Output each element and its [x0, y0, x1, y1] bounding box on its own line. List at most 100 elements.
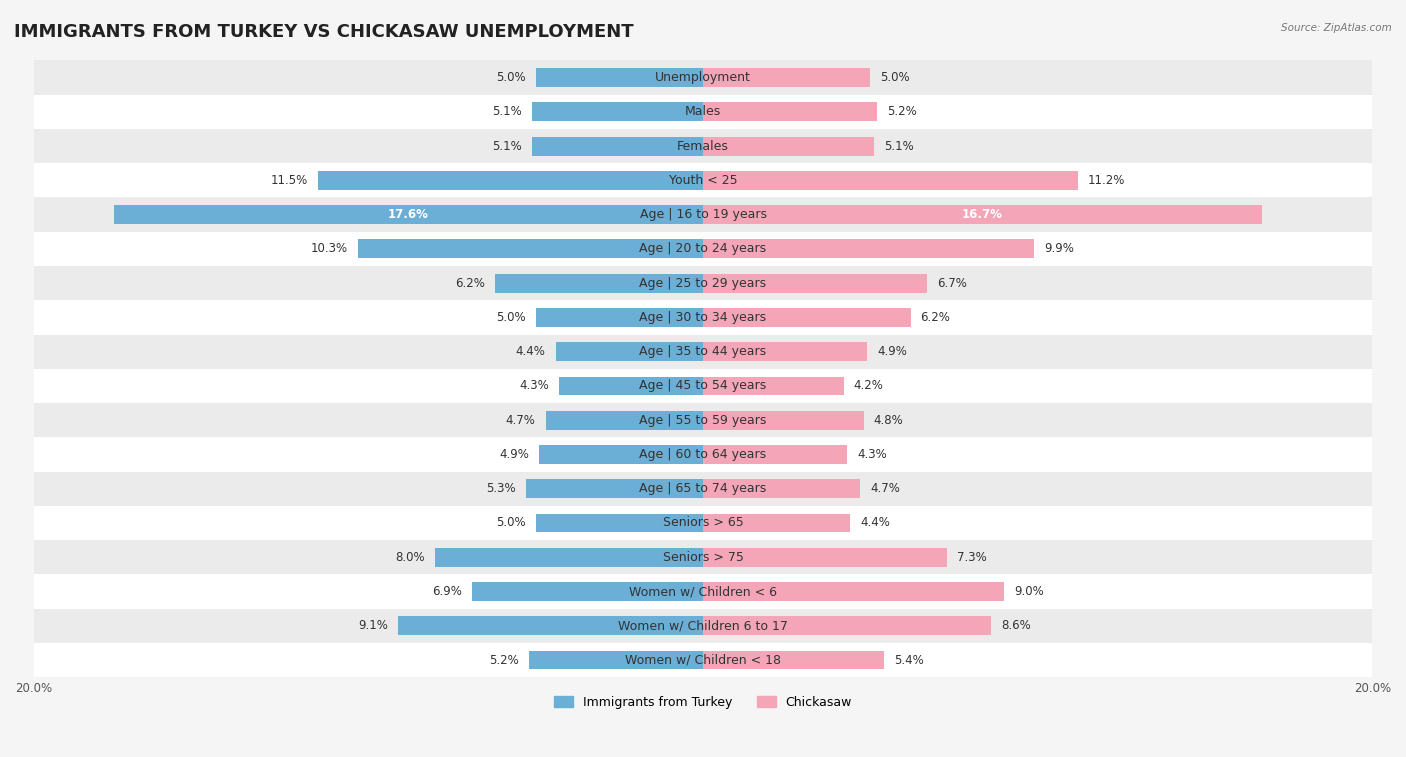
Bar: [34, 609, 1372, 643]
Bar: [495, 274, 703, 292]
Legend: Immigrants from Turkey, Chickasaw: Immigrants from Turkey, Chickasaw: [548, 691, 858, 714]
Text: 5.2%: 5.2%: [887, 105, 917, 118]
Bar: [34, 198, 1372, 232]
Bar: [703, 548, 948, 567]
Bar: [703, 479, 860, 498]
Text: Age | 65 to 74 years: Age | 65 to 74 years: [640, 482, 766, 495]
Text: Unemployment: Unemployment: [655, 71, 751, 84]
Text: 16.7%: 16.7%: [962, 208, 1002, 221]
Text: 5.1%: 5.1%: [492, 139, 522, 153]
Bar: [703, 171, 1078, 190]
Text: 9.1%: 9.1%: [359, 619, 388, 632]
Text: 4.8%: 4.8%: [873, 413, 904, 427]
Text: IMMIGRANTS FROM TURKEY VS CHICKASAW UNEMPLOYMENT: IMMIGRANTS FROM TURKEY VS CHICKASAW UNEM…: [14, 23, 634, 41]
Text: 8.0%: 8.0%: [395, 551, 425, 564]
Text: Males: Males: [685, 105, 721, 118]
Bar: [34, 403, 1372, 438]
Text: 9.9%: 9.9%: [1045, 242, 1074, 255]
Text: 4.9%: 4.9%: [877, 345, 907, 358]
Text: Seniors > 75: Seniors > 75: [662, 551, 744, 564]
Bar: [703, 411, 863, 430]
Bar: [472, 582, 703, 601]
Bar: [34, 61, 1372, 95]
Bar: [703, 68, 870, 87]
Text: 10.3%: 10.3%: [311, 242, 349, 255]
Text: 5.4%: 5.4%: [894, 653, 924, 666]
Bar: [703, 239, 1035, 258]
Text: Age | 60 to 64 years: Age | 60 to 64 years: [640, 448, 766, 461]
Text: 7.3%: 7.3%: [957, 551, 987, 564]
Bar: [536, 308, 703, 327]
Bar: [34, 129, 1372, 164]
Bar: [533, 102, 703, 121]
Text: 5.0%: 5.0%: [880, 71, 910, 84]
Bar: [34, 506, 1372, 540]
Text: Age | 45 to 54 years: Age | 45 to 54 years: [640, 379, 766, 392]
Bar: [536, 68, 703, 87]
Bar: [703, 616, 991, 635]
Bar: [526, 479, 703, 498]
Text: 5.1%: 5.1%: [884, 139, 914, 153]
Text: 5.2%: 5.2%: [489, 653, 519, 666]
Bar: [114, 205, 703, 224]
Text: 17.6%: 17.6%: [388, 208, 429, 221]
Bar: [34, 164, 1372, 198]
Text: 4.3%: 4.3%: [519, 379, 548, 392]
Bar: [436, 548, 703, 567]
Text: Age | 25 to 29 years: Age | 25 to 29 years: [640, 276, 766, 290]
Bar: [546, 411, 703, 430]
Text: 5.0%: 5.0%: [496, 71, 526, 84]
Text: 11.2%: 11.2%: [1088, 174, 1125, 187]
Bar: [359, 239, 703, 258]
Text: Age | 35 to 44 years: Age | 35 to 44 years: [640, 345, 766, 358]
Text: Youth < 25: Youth < 25: [669, 174, 737, 187]
Text: Women w/ Children < 6: Women w/ Children < 6: [628, 585, 778, 598]
Text: 4.4%: 4.4%: [860, 516, 890, 529]
Text: Seniors > 65: Seniors > 65: [662, 516, 744, 529]
Text: 5.3%: 5.3%: [486, 482, 516, 495]
Bar: [34, 335, 1372, 369]
Bar: [34, 95, 1372, 129]
Text: 4.9%: 4.9%: [499, 448, 529, 461]
Text: 4.3%: 4.3%: [858, 448, 887, 461]
Bar: [703, 376, 844, 395]
Bar: [529, 650, 703, 669]
Bar: [34, 472, 1372, 506]
Text: Age | 30 to 34 years: Age | 30 to 34 years: [640, 311, 766, 324]
Text: Women w/ Children 6 to 17: Women w/ Children 6 to 17: [619, 619, 787, 632]
Text: 8.6%: 8.6%: [1001, 619, 1031, 632]
Bar: [703, 342, 868, 361]
Bar: [703, 582, 1004, 601]
Bar: [703, 445, 846, 464]
Bar: [34, 643, 1372, 678]
Bar: [318, 171, 703, 190]
Bar: [34, 369, 1372, 403]
Text: 5.1%: 5.1%: [492, 105, 522, 118]
Bar: [533, 137, 703, 155]
Text: Age | 20 to 24 years: Age | 20 to 24 years: [640, 242, 766, 255]
Text: Females: Females: [678, 139, 728, 153]
Bar: [398, 616, 703, 635]
Text: 4.2%: 4.2%: [853, 379, 883, 392]
Text: 6.7%: 6.7%: [938, 276, 967, 290]
Bar: [538, 445, 703, 464]
Text: 6.9%: 6.9%: [432, 585, 463, 598]
Bar: [536, 513, 703, 532]
Text: 6.2%: 6.2%: [921, 311, 950, 324]
Text: Source: ZipAtlas.com: Source: ZipAtlas.com: [1281, 23, 1392, 33]
Bar: [555, 342, 703, 361]
Bar: [560, 376, 703, 395]
Bar: [703, 137, 873, 155]
Text: 5.0%: 5.0%: [496, 516, 526, 529]
Text: Age | 16 to 19 years: Age | 16 to 19 years: [640, 208, 766, 221]
Text: Age | 55 to 59 years: Age | 55 to 59 years: [640, 413, 766, 427]
Bar: [703, 513, 851, 532]
Text: Women w/ Children < 18: Women w/ Children < 18: [626, 653, 780, 666]
Text: 4.7%: 4.7%: [506, 413, 536, 427]
Bar: [34, 575, 1372, 609]
Bar: [34, 438, 1372, 472]
Bar: [34, 540, 1372, 575]
Text: 6.2%: 6.2%: [456, 276, 485, 290]
Bar: [703, 205, 1263, 224]
Text: 5.0%: 5.0%: [496, 311, 526, 324]
